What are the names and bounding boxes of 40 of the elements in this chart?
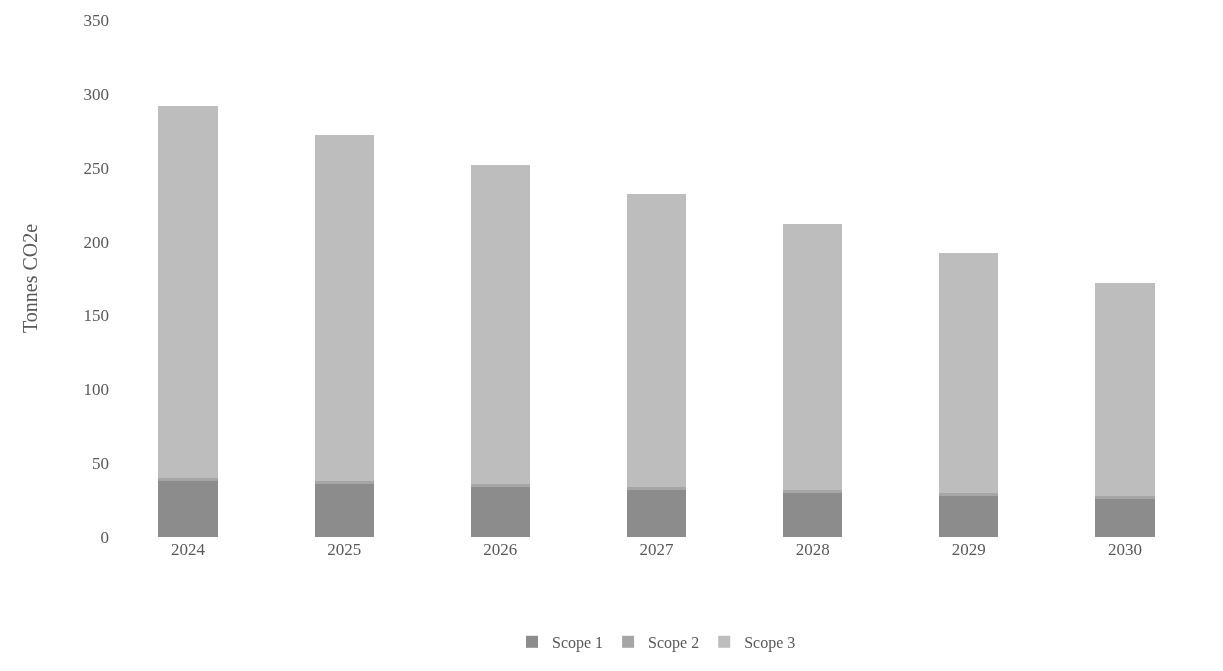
bar (782, 223, 843, 490)
bar (158, 480, 218, 537)
bar (314, 483, 374, 537)
bar (782, 492, 843, 537)
y-tick-label: 200 (83, 232, 109, 252)
bar (158, 477, 218, 481)
bar (626, 489, 687, 537)
bar (470, 486, 531, 537)
x-tick-label: 2028 (795, 540, 830, 559)
bar (1095, 498, 1155, 537)
legend-label: Scope 1 (552, 634, 604, 653)
bar (626, 486, 687, 490)
bar (939, 253, 999, 493)
bar (1095, 282, 1155, 496)
bar (314, 135, 374, 481)
x-tick-label: 2030 (1107, 540, 1142, 559)
y-tick-label: 150 (83, 306, 109, 326)
bar (470, 164, 531, 484)
y-tick-label: 50 (92, 454, 109, 474)
bar (1095, 495, 1155, 499)
bar (939, 492, 999, 496)
legend-label: Scope 3 (744, 634, 796, 653)
bar (158, 105, 218, 478)
x-tick-label: 2027 (639, 540, 674, 559)
bar (782, 489, 843, 493)
x-tick-label: 2026 (483, 540, 518, 559)
y-tick-label: 300 (83, 84, 109, 104)
bar (626, 194, 687, 487)
x-tick-label: 2024 (171, 540, 206, 559)
bar (939, 495, 999, 537)
y-tick-label: 350 (83, 10, 109, 30)
x-tick-label: 2029 (951, 540, 986, 559)
bar (470, 483, 531, 487)
legend-label: Scope 2 (648, 634, 700, 653)
y-axis-title: Tonnes CO2e (19, 223, 41, 334)
x-tick-label: 2025 (327, 540, 362, 559)
y-tick-label: 100 (83, 380, 109, 400)
y-tick-label: 0 (100, 527, 109, 547)
y-tick-label: 250 (83, 158, 109, 178)
bar (314, 480, 374, 484)
